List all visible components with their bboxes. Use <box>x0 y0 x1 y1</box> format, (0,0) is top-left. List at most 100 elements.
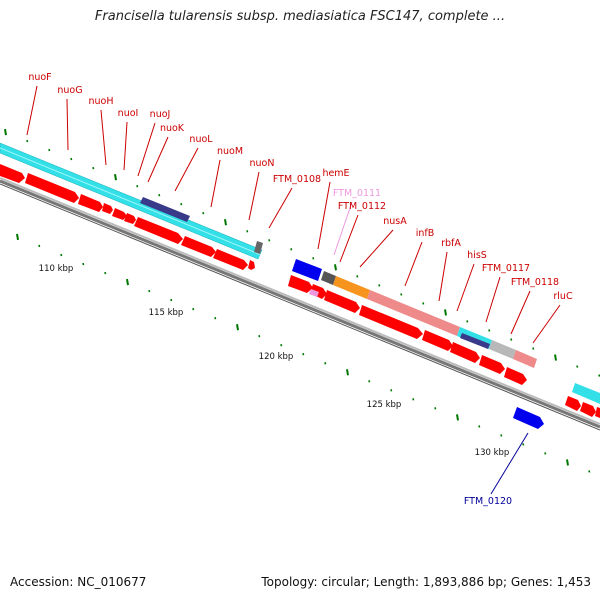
tick-mark <box>214 316 217 320</box>
gene-arrow <box>112 208 127 220</box>
tick-mark <box>378 284 381 287</box>
tick-mark <box>312 257 315 260</box>
tick-mark <box>422 302 425 305</box>
gene-label-nusa[interactable]: nusA <box>383 216 407 227</box>
leader-line <box>510 290 531 335</box>
tick-mark <box>390 389 393 392</box>
gene-arrow <box>134 217 183 244</box>
gene-label-ftm-0120[interactable]: FTM_0120 <box>464 496 512 507</box>
leader-line <box>359 229 394 268</box>
gene-arrow <box>0 164 25 183</box>
tick-mark <box>466 320 469 323</box>
ruler: 110 kbp 115 kbp 120 kbp 125 kbp 130 kbp <box>39 264 510 458</box>
gene-label-nuoi[interactable]: nuoI <box>118 108 139 119</box>
tick-mark <box>38 244 41 248</box>
gene-label-rluc[interactable]: rluC <box>553 291 573 302</box>
tick-mark <box>26 139 29 143</box>
leader-line <box>248 171 260 221</box>
gene-arrow <box>78 194 103 212</box>
tick-mark <box>136 184 139 188</box>
tick-mark <box>302 353 305 356</box>
backbone <box>0 177 600 431</box>
gene-label-hiss[interactable]: hisS <box>467 250 487 261</box>
gene-arrow <box>479 355 505 374</box>
tick-mark <box>356 275 359 278</box>
leader-line <box>485 276 501 323</box>
tick-mark <box>268 239 271 242</box>
tick-mark <box>522 443 525 446</box>
gene-label-nuoh[interactable]: nuoH <box>89 96 114 107</box>
tick-mark <box>246 230 249 233</box>
leader-line <box>123 121 128 171</box>
gene-label-rbfa[interactable]: rbfA <box>441 238 461 249</box>
tick-mark <box>510 338 513 341</box>
cds-block-orange <box>333 276 370 299</box>
tick-mark <box>588 470 591 473</box>
tick-mark <box>236 324 239 331</box>
tick-mark <box>92 166 95 170</box>
gene-label-nuom[interactable]: nuoM <box>217 146 243 157</box>
leader-line <box>490 432 529 495</box>
tick-mark <box>544 452 547 455</box>
gene-arrow <box>213 249 248 270</box>
gene-arrow-pink <box>309 289 319 297</box>
cds-block-dark <box>321 271 336 285</box>
tick-mark <box>170 298 173 302</box>
leader-line <box>66 98 69 151</box>
gene-label-nuok[interactable]: nuoK <box>160 123 185 134</box>
ruler-label: 120 kbp <box>259 352 294 362</box>
gene-label-nuof[interactable]: nuoF <box>28 72 51 83</box>
leader-line <box>333 201 353 256</box>
tick-mark <box>444 309 447 316</box>
leader-line <box>532 304 561 344</box>
gene-label-ftm-0118[interactable]: FTM_0118 <box>511 277 559 288</box>
gene-arrow <box>565 396 581 411</box>
tick-mark <box>500 434 503 437</box>
gene-label-nuon[interactable]: nuoN <box>250 158 275 169</box>
cds-block-pink <box>367 290 460 336</box>
tick-mark <box>258 334 261 338</box>
ruler-label: 125 kbp <box>367 400 402 410</box>
gene-label-ftm-0111[interactable]: FTM_0111 <box>333 188 381 199</box>
gene-label-heme[interactable]: hemE <box>322 168 349 179</box>
tick-mark <box>48 148 51 152</box>
gene-label-ftm-0112[interactable]: FTM_0112 <box>338 201 386 212</box>
gene-label-nuoj[interactable]: nuoJ <box>150 109 171 120</box>
tick-mark <box>148 289 151 293</box>
tick-mark <box>334 264 337 271</box>
leader-line <box>456 263 475 312</box>
cds-track <box>0 142 600 404</box>
gene-arrow <box>324 290 360 313</box>
leader-line <box>26 85 38 136</box>
gene-arrow <box>248 260 255 270</box>
gene-arrow <box>422 330 453 351</box>
gene-label-ftm-0108[interactable]: FTM_0108 <box>273 174 321 185</box>
gene-arrow <box>595 407 600 418</box>
tick-mark <box>598 374 600 377</box>
tick-mark <box>456 414 459 421</box>
gene-arrow-blue <box>292 259 322 281</box>
leader-line <box>100 109 107 166</box>
gene-arrow <box>181 236 216 257</box>
tick-mark <box>82 262 85 266</box>
gene-arrow <box>124 213 136 224</box>
topology-text: Topology: circular; Length: 1,893,886 bp… <box>261 575 591 589</box>
gene-arrow <box>310 284 327 299</box>
gene-arrow-blue <box>513 407 544 429</box>
tick-mark <box>400 293 403 296</box>
gene-label-infb[interactable]: infB <box>416 228 435 239</box>
tick-mark <box>280 344 283 347</box>
highlight-block-2 <box>460 333 490 349</box>
gene-label-nuol[interactable]: nuoL <box>189 134 213 145</box>
gene-label-ftm-0117[interactable]: FTM_0117 <box>482 263 530 274</box>
tick-mark <box>60 253 63 257</box>
tick-mark <box>224 219 227 226</box>
gene-arrow <box>25 173 79 203</box>
gene-label-nuog[interactable]: nuoG <box>57 85 82 96</box>
map-title: Francisella tularensis subsp. mediasiati… <box>94 9 506 24</box>
tick-mark <box>158 193 161 197</box>
ruler-label: 130 kbp <box>475 448 510 458</box>
cds-block-pink-2 <box>513 350 537 368</box>
leader-line <box>438 251 448 302</box>
